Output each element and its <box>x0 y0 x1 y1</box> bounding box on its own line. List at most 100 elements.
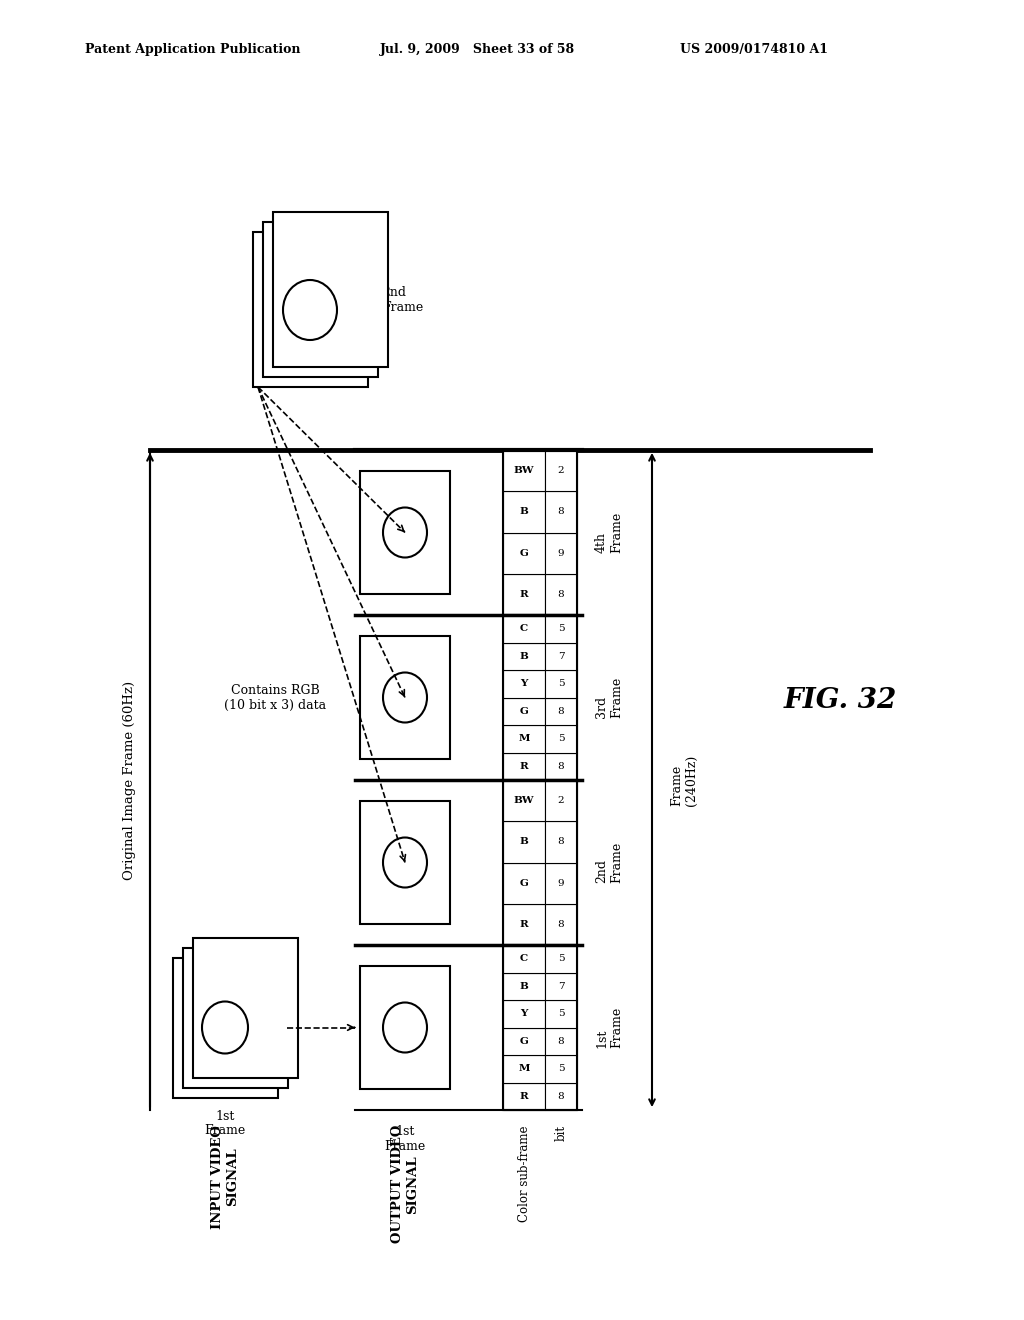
Text: 2nd
Frame: 2nd Frame <box>382 286 423 314</box>
Bar <box>503 973 545 1001</box>
Bar <box>503 1027 545 1055</box>
Text: 5: 5 <box>558 954 564 964</box>
Text: 5: 5 <box>558 1064 564 1073</box>
Bar <box>193 937 298 1077</box>
Bar <box>545 1027 577 1055</box>
Text: R: R <box>519 590 528 599</box>
Bar <box>503 780 545 821</box>
Text: 5: 5 <box>558 680 564 688</box>
Bar <box>503 450 545 491</box>
Ellipse shape <box>283 280 337 341</box>
Bar <box>545 1001 577 1027</box>
Bar <box>263 222 378 378</box>
Bar <box>503 1055 545 1082</box>
Text: 2nd
Frame: 2nd Frame <box>595 842 623 883</box>
Bar <box>545 671 577 697</box>
Text: OUTPUT VIDEO
SIGNAL: OUTPUT VIDEO SIGNAL <box>391 1125 419 1243</box>
Text: 1st
Frame: 1st Frame <box>595 1007 623 1048</box>
Bar <box>545 697 577 725</box>
Text: Y: Y <box>520 1010 527 1018</box>
Text: C: C <box>520 624 528 634</box>
Text: 8: 8 <box>558 920 564 929</box>
Text: 8: 8 <box>558 507 564 516</box>
Text: B: B <box>519 507 528 516</box>
Bar <box>545 643 577 671</box>
Bar <box>503 752 545 780</box>
Text: INPUT VIDEO
SIGNAL: INPUT VIDEO SIGNAL <box>211 1125 239 1229</box>
Text: FIG. 32: FIG. 32 <box>783 686 897 714</box>
Bar <box>545 532 577 574</box>
Text: B: B <box>519 652 528 661</box>
Bar <box>503 725 545 752</box>
Bar <box>503 862 545 904</box>
Bar <box>503 491 545 532</box>
Text: 1st
Frame: 1st Frame <box>205 1110 246 1138</box>
Text: 8: 8 <box>558 762 564 771</box>
Bar <box>503 615 545 643</box>
Text: BW: BW <box>514 466 535 475</box>
Bar <box>503 821 545 862</box>
Text: G: G <box>519 549 528 557</box>
Text: 9: 9 <box>558 549 564 557</box>
Text: Frame
(240Hz): Frame (240Hz) <box>670 754 698 805</box>
Bar <box>545 491 577 532</box>
Bar <box>503 532 545 574</box>
Bar <box>183 948 288 1088</box>
Text: 8: 8 <box>558 706 564 715</box>
Ellipse shape <box>383 507 427 557</box>
Text: Jul. 9, 2009   Sheet 33 of 58: Jul. 9, 2009 Sheet 33 of 58 <box>380 44 575 57</box>
Text: M: M <box>518 1064 529 1073</box>
Bar <box>545 780 577 821</box>
Bar <box>503 671 545 697</box>
Text: bit: bit <box>555 1125 567 1140</box>
Text: 8: 8 <box>558 1036 564 1045</box>
Text: 9: 9 <box>558 879 564 887</box>
Bar <box>503 780 577 945</box>
Text: BW: BW <box>514 796 535 805</box>
Bar <box>503 615 577 780</box>
Text: Color sub-frame: Color sub-frame <box>517 1125 530 1221</box>
Bar <box>545 752 577 780</box>
Bar <box>360 966 450 1089</box>
Text: R: R <box>519 1092 528 1101</box>
Bar <box>503 945 577 1110</box>
Bar <box>545 904 577 945</box>
Text: 5: 5 <box>558 624 564 634</box>
Ellipse shape <box>383 672 427 722</box>
Bar <box>545 725 577 752</box>
Bar <box>503 1082 545 1110</box>
Text: M: M <box>518 734 529 743</box>
Bar <box>273 213 388 367</box>
Bar <box>503 945 545 973</box>
Bar <box>503 574 545 615</box>
Text: 2: 2 <box>558 796 564 805</box>
Text: R: R <box>519 920 528 929</box>
Text: Original Image Frame (60Hz): Original Image Frame (60Hz) <box>124 680 136 879</box>
Ellipse shape <box>383 1002 427 1052</box>
Bar <box>545 862 577 904</box>
Bar <box>360 471 450 594</box>
Text: R: R <box>519 762 528 771</box>
Bar <box>503 1001 545 1027</box>
Text: US 2009/0174810 A1: US 2009/0174810 A1 <box>680 44 828 57</box>
Text: 3rd
Frame: 3rd Frame <box>595 677 623 718</box>
Text: 5: 5 <box>558 1010 564 1018</box>
Text: C: C <box>520 954 528 964</box>
Bar <box>545 973 577 1001</box>
Ellipse shape <box>383 837 427 887</box>
Bar <box>360 801 450 924</box>
Text: B: B <box>519 982 528 991</box>
Text: 5: 5 <box>558 734 564 743</box>
Bar <box>545 1082 577 1110</box>
Text: 4th
Frame: 4th Frame <box>595 512 623 553</box>
Text: G: G <box>519 706 528 715</box>
Text: G: G <box>519 1036 528 1045</box>
Bar <box>503 904 545 945</box>
Bar <box>503 697 545 725</box>
Text: 2: 2 <box>558 466 564 475</box>
Text: B: B <box>519 837 528 846</box>
Bar <box>503 450 577 615</box>
Text: G: G <box>519 879 528 887</box>
Text: 7: 7 <box>558 652 564 661</box>
Bar <box>360 636 450 759</box>
